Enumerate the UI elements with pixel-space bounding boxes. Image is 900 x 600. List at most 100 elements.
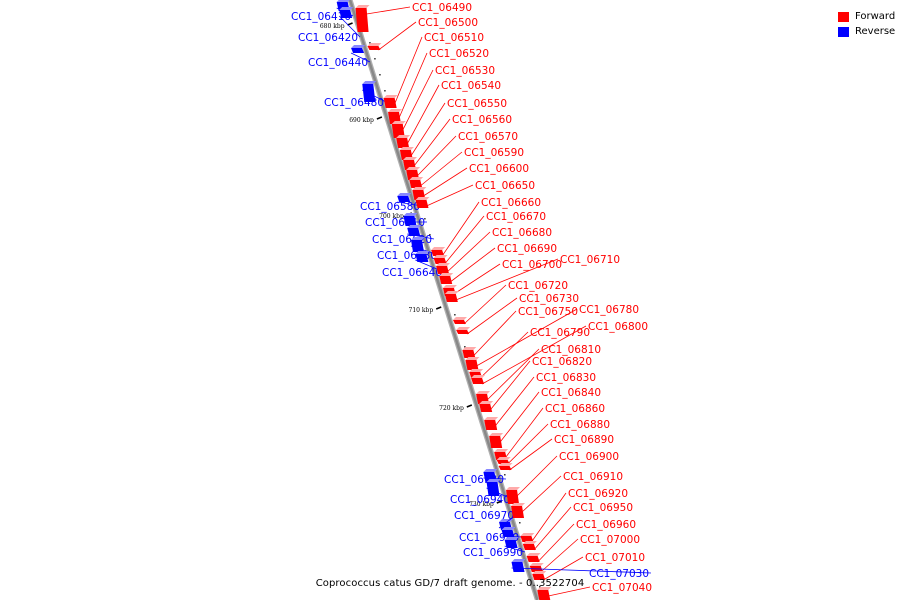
genome-caption: Coprococcus catus GD/7 draft genome. - 0… <box>315 578 585 589</box>
minor-tick <box>379 74 381 76</box>
gene-leader-line <box>407 233 435 240</box>
gene-glyph <box>407 225 422 236</box>
gene-glyph <box>367 43 382 50</box>
gene-label: CC1_06890 <box>554 434 614 446</box>
gene-glyph-top <box>403 213 418 216</box>
gene-leader-line <box>453 263 501 295</box>
gene-glyph <box>355 5 370 32</box>
gene-label: CC1_06650 <box>475 180 535 192</box>
gene-glyph-top <box>442 285 457 288</box>
gene-glyph <box>415 251 430 262</box>
minor-tick <box>464 346 466 348</box>
gene-label: CC1_06700 <box>502 259 562 271</box>
gene-glyph <box>506 487 521 504</box>
gene-glyph-top <box>465 357 480 360</box>
gene-glyph-top <box>444 291 459 294</box>
gene-glyph <box>496 457 511 464</box>
legend-forward-label: Forward <box>855 11 896 22</box>
gene-glyph <box>526 553 541 562</box>
forward-swatch-icon <box>838 11 849 22</box>
gene-leader-line <box>489 360 531 411</box>
gene-glyph-top <box>520 533 535 536</box>
gene-leader-line <box>402 69 434 131</box>
gene-glyph <box>433 255 448 264</box>
legend: Forward Reverse <box>838 9 895 39</box>
gene-leader-line <box>366 6 411 15</box>
minor-tick <box>454 314 456 316</box>
gene-leader-line <box>446 231 491 273</box>
gene-label: CC1_06790 <box>530 327 590 339</box>
gene-glyph-top <box>415 197 430 200</box>
gene-leader-line <box>548 586 591 597</box>
gene-label: CC1_06900 <box>559 451 619 463</box>
gene-leader-line <box>441 201 480 257</box>
scale-tick <box>376 116 383 120</box>
gene-leader-line <box>509 438 553 471</box>
gene-label: CC1_06500 <box>418 17 478 29</box>
gene-glyph-top <box>452 317 467 320</box>
gene-leader-line <box>420 151 463 187</box>
gene-glyph-body <box>436 266 450 274</box>
gene-leader-line <box>463 284 507 325</box>
gene-label: CC1_06570 <box>458 131 518 143</box>
gene-glyph-body <box>484 420 498 430</box>
gene-leader-line <box>501 535 522 538</box>
minor-tick <box>504 474 506 476</box>
gene-leader-line <box>426 184 474 207</box>
gene-glyph-top <box>367 43 382 46</box>
gene-label: CC1_06680 <box>492 227 552 239</box>
gene-glyph-top <box>526 553 541 556</box>
gene-glyph <box>504 537 519 548</box>
gene-glyph-body <box>439 276 453 284</box>
gene-glyph-top <box>456 327 471 330</box>
gene-label: CC1_06820 <box>532 356 592 368</box>
gene-glyph <box>537 587 552 600</box>
gene-glyph-top <box>522 541 537 544</box>
gene-label: CC1_06640 <box>382 267 442 279</box>
gene-glyph <box>522 541 537 550</box>
gene-glyph-top <box>406 167 421 170</box>
gene-glyph-top <box>383 95 398 98</box>
gene-glyph-body <box>456 330 470 334</box>
gene-glyph-body <box>403 216 417 226</box>
gene-glyph <box>452 317 467 324</box>
gene-glyph-top <box>484 417 499 420</box>
gene-glyph-body <box>511 506 525 518</box>
gene-glyph <box>532 571 547 580</box>
gene-label: CC1_06550 <box>447 98 507 110</box>
gene-label: CC1_06910 <box>563 471 623 483</box>
gene-glyph <box>444 291 459 302</box>
gene-glyph-top <box>511 503 526 506</box>
gene-leader-line <box>511 567 652 574</box>
gene-leader-line <box>531 492 567 543</box>
gene-glyph-body <box>504 540 518 548</box>
gene-leader-line <box>338 15 361 38</box>
gene-glyph <box>501 527 516 537</box>
gene-glyph-top <box>476 391 491 394</box>
gene-leader-line <box>533 506 572 551</box>
gene-glyph <box>471 375 486 384</box>
gene-glyph-body <box>407 228 421 236</box>
gene-glyph-body <box>479 404 493 412</box>
legend-reverse-label: Reverse <box>855 26 896 37</box>
gene-glyph <box>439 273 454 284</box>
gene-label: CC1_06590 <box>464 147 524 159</box>
gene-glyph-top <box>496 457 511 460</box>
gene-glyph <box>351 45 366 53</box>
gene-leader-line <box>483 477 507 480</box>
gene-label: CC1_07010 <box>585 552 645 564</box>
gene-glyph-body <box>520 536 534 542</box>
gene-glyph-top <box>431 247 446 250</box>
gene-glyph-body <box>532 574 546 580</box>
gene-leader-line <box>398 52 428 119</box>
gene-label: CC1_06510 <box>424 32 484 44</box>
gene-label: CC1_06620 <box>372 234 432 246</box>
gene-glyph-body <box>391 124 405 138</box>
gene-glyph <box>462 347 477 358</box>
gene-label: CC1_06950 <box>573 502 633 514</box>
gene-glyph <box>383 95 398 108</box>
reverse-swatch-icon <box>838 26 849 37</box>
gene-glyph-body <box>415 254 429 262</box>
minor-tick <box>539 586 541 588</box>
gene-glyph-top <box>479 401 494 404</box>
